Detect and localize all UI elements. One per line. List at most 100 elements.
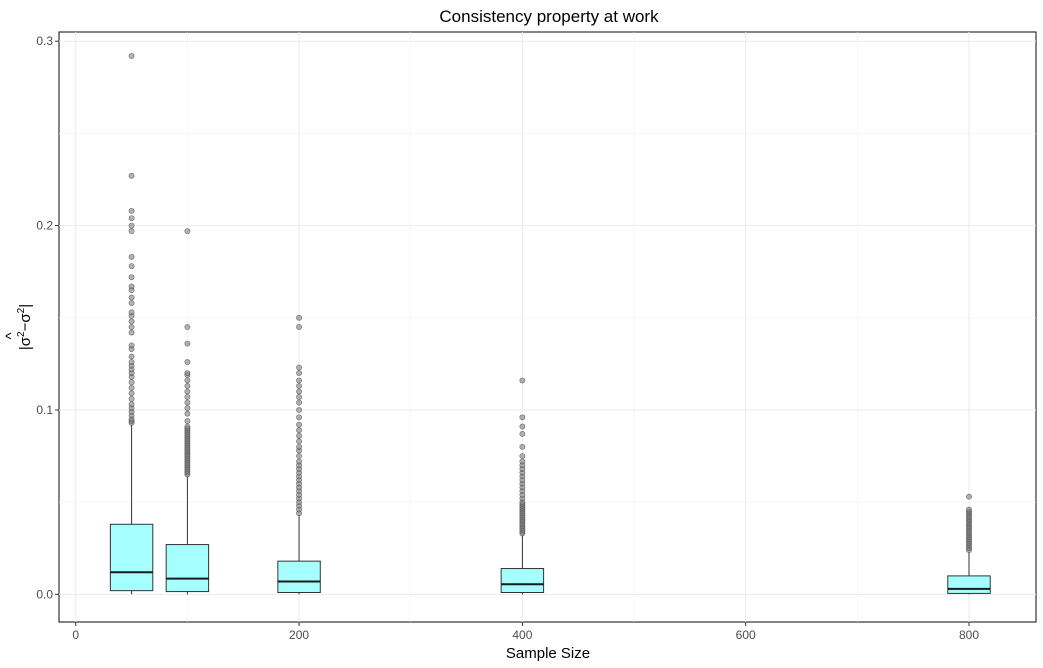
- x-tick-label: 200: [289, 628, 309, 642]
- outlier-point: [296, 458, 302, 465]
- x-tick-label: 600: [736, 628, 756, 642]
- outlier-point: [128, 390, 135, 397]
- y-tick-label: 0.0: [36, 587, 53, 601]
- outlier-point: [296, 394, 302, 400]
- outlier-point: [296, 432, 302, 439]
- outlier-point: [519, 453, 526, 459]
- outlier-point: [296, 383, 302, 389]
- outlier-point: [296, 414, 302, 421]
- outlier-point: [128, 379, 135, 386]
- outlier-point: [296, 388, 302, 395]
- outlier-point: [128, 384, 135, 391]
- outlier-point: [128, 207, 135, 214]
- box-iqr: [109, 523, 154, 592]
- outlier-point: [128, 254, 135, 260]
- outlier-point: [128, 283, 135, 290]
- x-axis: 0 200 400 600 800: [72, 622, 979, 642]
- outlier-point: [128, 53, 135, 59]
- y-axis-title-hat: ^: [3, 332, 20, 339]
- outlier-point: [128, 342, 135, 349]
- boxes-layer: [109, 53, 991, 595]
- outlier-point: [128, 401, 135, 408]
- y-tick-label: 0.1: [36, 403, 53, 417]
- outlier-point: [128, 300, 135, 306]
- y-axis-title-sigma: σ: [17, 313, 34, 323]
- outlier-point: [184, 418, 191, 424]
- outlier-point: [184, 377, 191, 384]
- y-axis: 0.0 0.1 0.2 0.3: [36, 34, 59, 601]
- outlier-point: [296, 421, 302, 428]
- outlier-point: [296, 399, 302, 406]
- x-tick-label: 800: [959, 628, 979, 642]
- outlier-point: [296, 438, 302, 445]
- outlier-point: [184, 388, 191, 395]
- outlier-point: [296, 377, 302, 384]
- outlier-point: [519, 431, 526, 437]
- outlier-point: [128, 274, 135, 281]
- outlier-point: [184, 228, 191, 235]
- outlier-point: [296, 324, 302, 330]
- y-axis-title-bar-right: |: [17, 304, 34, 308]
- outlier-point: [519, 377, 526, 384]
- outlier-point: [128, 222, 135, 229]
- y-axis-title-bar-left: |: [17, 346, 34, 350]
- box-group-200: [277, 314, 321, 595]
- outlier-point: [184, 394, 191, 400]
- outlier-point: [184, 383, 191, 389]
- plot-panel: [58, 31, 1037, 623]
- y-tick-label: 0.3: [36, 34, 53, 48]
- outlier-point: [184, 410, 191, 417]
- outlier-point: [296, 370, 302, 376]
- outlier-point: [296, 427, 302, 434]
- outlier-point: [128, 353, 135, 360]
- chart-title: Consistency property at work: [439, 7, 659, 26]
- outlier-point: [519, 414, 526, 421]
- box-iqr: [500, 568, 545, 593]
- box-iqr: [277, 560, 321, 593]
- outlier-point: [296, 453, 302, 459]
- x-axis-title: Sample Size: [506, 645, 590, 662]
- outlier-point: [519, 458, 526, 465]
- outlier-point: [128, 263, 135, 270]
- outlier-point: [128, 294, 135, 301]
- outlier-point: [184, 399, 191, 406]
- svg-text:|σ2−σ2|: |σ2−σ2|: [16, 304, 34, 350]
- outlier-point: [296, 407, 302, 413]
- outlier-point: [296, 314, 302, 321]
- outlier-point: [184, 340, 191, 347]
- outlier-point: [128, 329, 135, 336]
- outlier-point: [184, 405, 191, 412]
- outlier-point: [128, 309, 135, 316]
- y-axis-title-minus: −: [17, 322, 34, 331]
- outlier-point: [128, 228, 135, 235]
- y-axis-title-exp: 2: [16, 331, 27, 337]
- outlier-point: [296, 443, 302, 450]
- outlier-point: [519, 443, 526, 450]
- outlier-point: [184, 423, 191, 430]
- y-axis-title: |σ2−σ2| ^: [3, 304, 34, 350]
- box-group-800: [947, 493, 991, 595]
- box-group-50: [109, 53, 154, 595]
- minor-gridlines: [59, 32, 1036, 622]
- outlier-point: [296, 364, 302, 371]
- outlier-point: [128, 172, 135, 179]
- outlier-point: [184, 359, 191, 365]
- outlier-point: [128, 359, 135, 365]
- outlier-point: [128, 215, 135, 222]
- box-iqr: [947, 575, 991, 594]
- outlier-point: [184, 324, 191, 330]
- box-group-400: [500, 377, 545, 595]
- x-tick-label: 0: [72, 628, 79, 642]
- outlier-point: [184, 370, 191, 376]
- outlier-point: [128, 318, 135, 325]
- outlier-point: [966, 493, 972, 500]
- outlier-point: [128, 396, 135, 402]
- box-group-100: [165, 228, 210, 595]
- outlier-point: [519, 423, 526, 430]
- box-iqr: [165, 544, 210, 593]
- y-tick-label: 0.2: [36, 219, 53, 233]
- y-axis-title-exp-2: 2: [16, 307, 27, 313]
- x-tick-label: 400: [512, 628, 532, 642]
- outlier-point: [966, 506, 972, 513]
